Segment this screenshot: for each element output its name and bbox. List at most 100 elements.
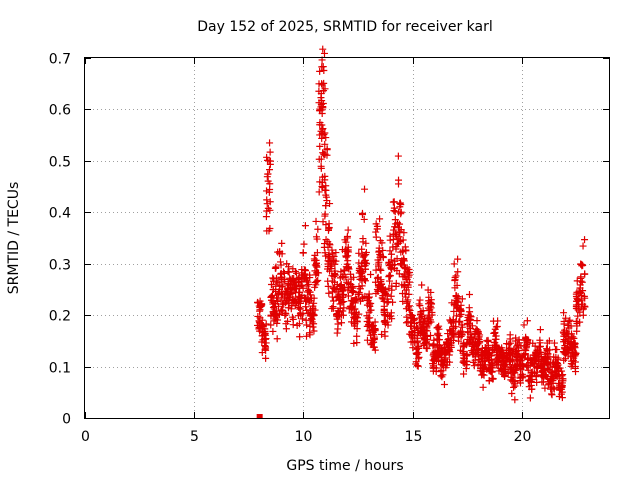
data-point xyxy=(473,347,481,355)
data-point xyxy=(577,274,585,282)
data-point xyxy=(386,272,394,280)
data-point xyxy=(344,292,352,300)
data-point xyxy=(558,394,566,402)
data-point xyxy=(570,341,578,349)
data-point xyxy=(285,300,293,308)
data-point xyxy=(352,295,360,303)
data-point xyxy=(376,265,384,273)
data-point xyxy=(300,240,308,248)
data-point xyxy=(581,236,589,244)
data-point xyxy=(470,362,478,370)
data-point xyxy=(266,148,274,156)
data-point xyxy=(321,129,329,137)
data-point xyxy=(334,292,342,300)
data-point xyxy=(316,67,324,75)
data-point xyxy=(391,230,399,238)
data-point xyxy=(273,319,281,327)
data-point xyxy=(359,235,367,243)
data-point xyxy=(303,282,311,290)
data-point xyxy=(316,142,324,150)
data-point xyxy=(402,286,410,294)
data-point xyxy=(309,323,317,331)
data-point xyxy=(284,317,292,325)
data-point xyxy=(278,306,286,314)
data-point xyxy=(387,256,395,264)
data-point xyxy=(399,248,407,256)
data-point xyxy=(323,145,331,153)
data-point xyxy=(266,166,274,174)
data-point xyxy=(451,276,459,284)
data-point xyxy=(391,223,399,231)
data-point xyxy=(458,331,466,339)
y-tick-label: 0.4 xyxy=(49,206,71,222)
data-point xyxy=(489,317,497,325)
data-point xyxy=(552,363,560,371)
data-point xyxy=(565,317,573,325)
data-point xyxy=(312,262,320,270)
data-point xyxy=(345,265,353,273)
data-point xyxy=(541,384,549,392)
data-point xyxy=(460,370,468,378)
data-point xyxy=(371,346,379,354)
data-point xyxy=(328,272,336,280)
data-point xyxy=(415,342,423,350)
data-point xyxy=(340,298,348,306)
data-point xyxy=(558,382,566,390)
data-point xyxy=(478,371,486,379)
data-point xyxy=(380,307,388,315)
data-point xyxy=(261,331,269,339)
data-point xyxy=(401,290,409,298)
data-point xyxy=(404,281,412,289)
data-point xyxy=(277,290,285,298)
data-point xyxy=(510,380,518,388)
data-point xyxy=(501,363,509,371)
data-point xyxy=(317,94,325,102)
data-point xyxy=(320,87,328,95)
data-point xyxy=(546,363,554,371)
data-point xyxy=(358,245,366,253)
data-point xyxy=(405,290,413,298)
data-point xyxy=(332,249,340,257)
data-point xyxy=(525,383,533,391)
data-point xyxy=(342,273,350,281)
data-point xyxy=(517,357,525,365)
data-point xyxy=(572,349,580,357)
data-point xyxy=(267,292,275,300)
data-point xyxy=(435,325,443,333)
data-point xyxy=(381,320,389,328)
data-point xyxy=(435,336,443,344)
data-point xyxy=(312,217,320,225)
data-point xyxy=(389,236,397,243)
data-point xyxy=(396,220,404,228)
data-point xyxy=(569,345,577,353)
data-point xyxy=(473,317,481,325)
data-point xyxy=(350,309,358,317)
data-point xyxy=(522,335,530,343)
data-point xyxy=(296,305,304,313)
data-point xyxy=(265,188,273,196)
data-point xyxy=(271,264,279,272)
data-point xyxy=(356,297,364,305)
data-point xyxy=(510,383,518,391)
data-point xyxy=(507,373,515,381)
data-point xyxy=(434,347,442,355)
data-point xyxy=(437,361,445,369)
data-point xyxy=(328,246,336,254)
data-point xyxy=(418,281,426,289)
data-point xyxy=(463,361,471,369)
data-point xyxy=(514,341,522,349)
data-point xyxy=(341,267,349,275)
data-point xyxy=(525,376,533,384)
data-point xyxy=(299,249,307,257)
data-point xyxy=(512,337,520,345)
data-point xyxy=(402,246,410,254)
data-point xyxy=(267,321,275,329)
data-point xyxy=(479,383,487,391)
data-point xyxy=(351,296,359,304)
data-point xyxy=(566,316,574,324)
data-point xyxy=(353,314,361,322)
data-point xyxy=(266,139,274,147)
data-point xyxy=(443,338,451,346)
data-point xyxy=(322,186,330,194)
data-point xyxy=(256,306,264,314)
